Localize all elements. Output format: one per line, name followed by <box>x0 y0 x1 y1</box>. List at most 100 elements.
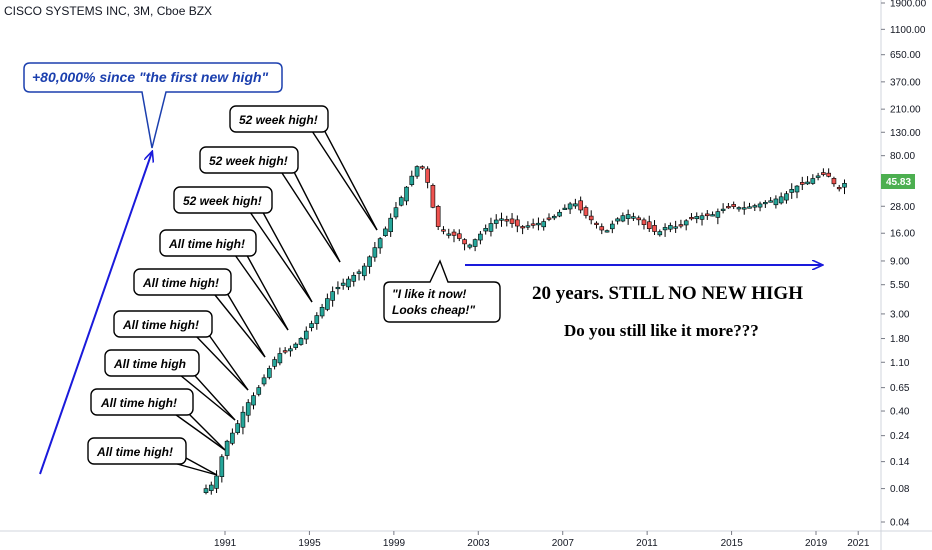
gain-callout: +80,000% since "the first new high" <box>23 62 283 149</box>
candle-body <box>704 213 710 217</box>
callout-pointer <box>214 294 266 358</box>
x-tick-label: 2011 <box>636 538 658 549</box>
candle-body <box>451 231 457 236</box>
candle-body <box>773 198 779 206</box>
candle-body <box>314 315 320 324</box>
y-tick-label: 1100.00 <box>890 25 926 36</box>
candle-body <box>768 200 773 203</box>
candle-body <box>240 411 246 428</box>
candle-body <box>420 166 425 169</box>
callout-label: All time high! <box>142 276 219 290</box>
candle-body <box>435 206 441 227</box>
candle-body <box>652 225 657 232</box>
callout-box <box>173 186 273 214</box>
y-tick-label: 1.80 <box>890 334 910 345</box>
y-tick-label: 0.08 <box>890 484 910 495</box>
candle-body <box>367 256 372 267</box>
candle-body <box>319 307 325 317</box>
candle-body <box>504 219 510 222</box>
candle-body <box>509 218 515 224</box>
candle-body <box>699 215 705 220</box>
candle-body <box>551 215 557 219</box>
symbol-title: CISCO SYSTEMS INC, 3M, Cboe BZX <box>4 4 213 18</box>
callout-pointer <box>179 374 236 421</box>
callout-bubble: All time high! <box>133 268 266 358</box>
callout-pointer <box>249 211 313 303</box>
callout-pointer <box>311 130 378 231</box>
candle-body <box>736 207 742 210</box>
candle-body <box>678 224 684 227</box>
cheap-callout-shape <box>383 259 501 323</box>
candle-body <box>208 484 214 491</box>
candle-body <box>583 207 589 216</box>
callout-box <box>229 105 329 133</box>
candle-series <box>203 165 847 495</box>
candle-body <box>689 217 694 220</box>
callout-bubble: 52 week high! <box>173 186 313 303</box>
candle-body <box>525 225 531 228</box>
candle-body <box>388 217 393 232</box>
candle-body <box>831 178 837 185</box>
candle-body <box>456 233 462 239</box>
candle-body <box>446 233 452 236</box>
callout-box <box>90 388 194 416</box>
candle-body <box>599 226 605 231</box>
cheap-callout-line1: "I like it now! <box>392 287 466 301</box>
candle-body <box>668 225 673 230</box>
cheap-callout: "I like it now! Looks cheap!" <box>383 259 501 323</box>
callout-bubble: All time high <box>104 349 236 421</box>
y-tick-label: 210.00 <box>890 105 921 116</box>
candle-body <box>272 359 277 367</box>
candle-body <box>541 221 547 228</box>
candle-body <box>763 202 768 205</box>
candle-body <box>567 203 573 210</box>
candle-body <box>794 185 800 193</box>
candle-body <box>641 219 647 225</box>
candle-body <box>805 181 810 185</box>
callout-box <box>133 268 232 296</box>
candle-body <box>520 226 525 229</box>
candle-body <box>462 239 467 245</box>
callout-pointer <box>321 125 378 231</box>
current-price-badge: 45.83 <box>881 174 915 189</box>
callout-pointer <box>223 287 266 358</box>
y-tick-label: 1.10 <box>890 358 910 369</box>
candle-body <box>720 208 726 211</box>
candle-body <box>261 377 267 385</box>
candle-body <box>741 207 747 210</box>
gain-callout-text: +80,000% since "the first new high" <box>32 69 269 85</box>
callout-pointer <box>281 172 341 263</box>
candle-body <box>430 185 436 208</box>
candle-body <box>230 432 235 444</box>
candle-body <box>282 350 288 353</box>
callout-pointer <box>234 254 289 331</box>
candle-body <box>784 193 789 201</box>
x-tick-label: 2021 <box>847 538 870 549</box>
callout-box <box>104 349 200 377</box>
candle-body <box>499 218 504 221</box>
candle-body <box>493 219 499 224</box>
y-axis-ticks: 0.04 0.08 0.14 0.24 0.40 0.65 1.10 1.80 3.00 5.50… <box>881 0 927 529</box>
callout-bubble: All time high! <box>159 229 289 331</box>
candle-body <box>377 238 383 249</box>
candle-body <box>372 247 378 258</box>
x-tick-label: 1995 <box>298 538 321 549</box>
cheap-callout-line2: Looks cheap!" <box>392 303 475 317</box>
y-tick-label: 5.50 <box>890 280 910 291</box>
candle-body <box>662 227 668 231</box>
candle-body <box>694 216 700 220</box>
candle-body <box>441 229 446 232</box>
callout-box <box>159 229 257 257</box>
candle-body <box>251 395 256 406</box>
y-tick-label: 80.00 <box>890 151 915 162</box>
price-badge-bg <box>881 174 915 189</box>
candle-body <box>472 239 478 247</box>
candle-body <box>467 244 473 248</box>
candle-body <box>298 338 304 345</box>
callout-label: All time high! <box>96 445 173 459</box>
candle-body <box>673 226 678 229</box>
subline-text: Do you still like it more??? <box>564 321 759 340</box>
candle-body <box>288 348 293 352</box>
gain-callout-shape <box>23 62 283 149</box>
candle-body <box>330 291 335 301</box>
